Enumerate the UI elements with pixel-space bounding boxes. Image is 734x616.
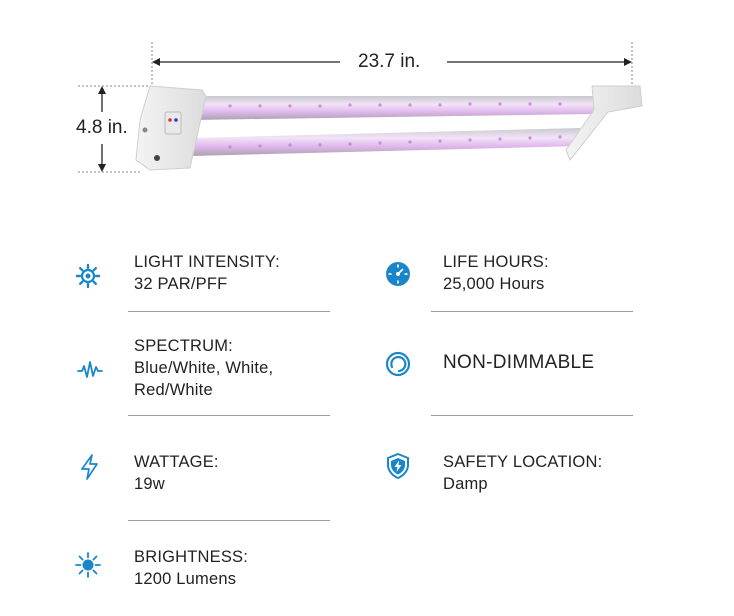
spec-title: WATTAGE: xyxy=(134,453,219,471)
width-dimension-label: 23.7 in. xyxy=(358,51,421,72)
dimension-lines xyxy=(78,42,633,173)
circle-loop-icon xyxy=(385,351,411,377)
spec-title: LIFE HOURS: xyxy=(443,253,549,271)
spec-wattage: WATTAGE: 19w xyxy=(134,451,219,495)
spec-value: 1200 Lumens xyxy=(134,570,237,588)
divider xyxy=(128,415,330,416)
divider xyxy=(128,520,330,521)
grow-light-fixture-image xyxy=(135,85,643,171)
spec-spectrum: SPECTRUM: Blue/White, White, Red/White xyxy=(134,335,273,401)
spec-life-hours: LIFE HOURS: 25,000 Hours xyxy=(443,251,549,295)
spec-title: NON-DIMMABLE xyxy=(443,352,595,373)
spec-safety-location: SAFETY LOCATION: Damp xyxy=(443,451,602,495)
spec-value: 25,000 Hours xyxy=(443,275,545,293)
dial-clock-icon xyxy=(386,262,410,286)
height-dimension-label: 4.8 in. xyxy=(76,117,128,138)
lightning-icon xyxy=(81,454,98,480)
spec-non-dimmable: NON-DIMMABLE xyxy=(443,352,594,374)
spec-brightness: BRIGHTNESS: 1200 Lumens xyxy=(134,546,248,590)
spec-value: 19w xyxy=(134,475,165,493)
spec-value-line1: Blue/White, White, xyxy=(134,359,274,377)
spec-title: SPECTRUM: xyxy=(134,337,233,355)
sunburst-icon xyxy=(75,552,101,578)
spec-light-intensity: LIGHT INTENSITY: 32 PAR/PFF xyxy=(134,251,280,295)
spec-value: Damp xyxy=(443,475,488,493)
shield-bolt-icon xyxy=(387,452,409,480)
spec-value: 32 PAR/PFF xyxy=(134,275,228,293)
spec-value-line2: Red/White xyxy=(134,381,213,399)
spec-title: SAFETY LOCATION: xyxy=(443,453,603,471)
spec-title: LIGHT INTENSITY: xyxy=(134,253,280,271)
divider xyxy=(128,311,330,312)
divider xyxy=(431,311,633,312)
spec-title: BRIGHTNESS: xyxy=(134,548,249,566)
sun-gear-icon xyxy=(75,263,101,289)
waveform-icon xyxy=(77,361,103,378)
divider xyxy=(431,415,633,416)
